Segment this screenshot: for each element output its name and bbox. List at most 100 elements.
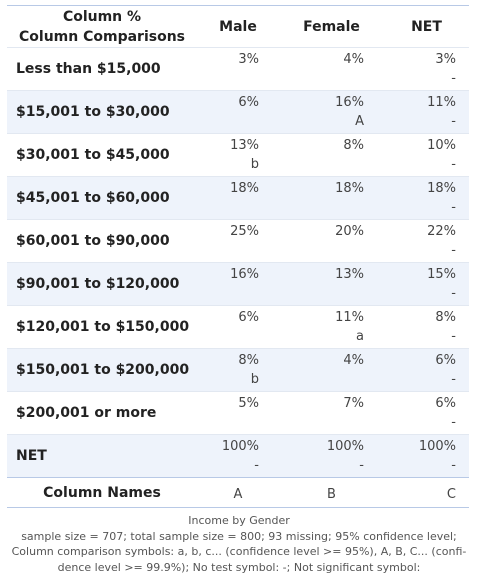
cell-value: 22%	[427, 224, 456, 239]
table-row: $150,001 to $200,000 8% b 4% 6% -	[7, 348, 469, 392]
crosstab-table: Column % Column Comparisons Male Female …	[7, 5, 469, 508]
cell-net: 6% -	[384, 349, 469, 392]
cell-net: 18% -	[384, 177, 469, 220]
significance-symbol: -	[451, 157, 456, 172]
significance-symbol: -	[451, 200, 456, 215]
cell-value: 6%	[238, 310, 259, 325]
cell-female: 11% a	[279, 306, 384, 349]
cell-value: 13%	[335, 267, 364, 282]
significance-symbol: -	[254, 458, 259, 473]
cell-value: 16%	[335, 95, 364, 110]
cell-female: 18%	[279, 177, 384, 220]
table-row: $15,001 to $30,000 6% 16% A 11% -	[7, 90, 469, 134]
cell-net: 22% -	[384, 220, 469, 263]
cell-value: 18%	[427, 181, 456, 196]
corner-header: Column % Column Comparisons	[7, 6, 197, 48]
cell-male: 16%	[197, 263, 279, 306]
significance-symbol: -	[451, 243, 456, 258]
significance-symbol: b	[250, 157, 259, 172]
cell-female: 100% -	[279, 435, 384, 478]
significance-symbol: b	[250, 372, 259, 387]
cell-value: 3%	[238, 52, 259, 67]
footer-line-3: dence level >= 99.9%); No test symbol: -…	[57, 560, 421, 574]
corner-line-2: Column Comparisons	[19, 28, 185, 45]
column-names-row: Column Names A B C	[7, 478, 469, 508]
cell-value: 100%	[326, 439, 364, 454]
cell-net: 10% -	[384, 134, 469, 177]
table-row: Less than $15,000 3% 4% 3% -	[7, 47, 469, 91]
significance-symbol: -	[451, 71, 456, 86]
column-letter-female: B	[327, 487, 336, 502]
cell-value: 6%	[435, 353, 456, 368]
cell-female: 7%	[279, 392, 384, 435]
cell-male: 3%	[197, 48, 279, 91]
cell-value: 8%	[238, 353, 259, 368]
cell-value: 25%	[230, 224, 259, 239]
table-row: $45,001 to $60,000 18% 18% 18% -	[7, 176, 469, 220]
cell-value: 3%	[435, 52, 456, 67]
footer-line-2: Column comparison symbols: a, b, c... (c…	[11, 545, 467, 558]
cell-value: 16%	[230, 267, 259, 282]
cell-female: 8%	[279, 134, 384, 177]
cell-female: 20%	[279, 220, 384, 263]
cell-male: 6%	[197, 306, 279, 349]
cell-male: 25%	[197, 220, 279, 263]
cell-net: 3% -	[384, 48, 469, 91]
cell-net: 100% -	[384, 435, 469, 478]
table-row: NET 100% - 100% - 100% -	[7, 434, 469, 478]
row-label: Less than $15,000	[16, 61, 161, 77]
cell-value: 4%	[343, 353, 364, 368]
cell-female: 16% A	[279, 91, 384, 134]
cell-value: 8%	[435, 310, 456, 325]
significance-symbol: a	[356, 329, 364, 344]
table-row: $90,001 to $120,000 16% 13% 15% -	[7, 262, 469, 306]
cell-value: 6%	[435, 396, 456, 411]
cell-value: 18%	[230, 181, 259, 196]
column-header-net: NET	[411, 18, 442, 35]
footer-line-1: sample size = 707; total sample size = 8…	[21, 529, 457, 543]
cell-male: 18%	[197, 177, 279, 220]
cell-value: 10%	[427, 138, 456, 153]
row-label: $200,001 or more	[16, 405, 157, 421]
header-row: Column % Column Comparisons Male Female …	[7, 6, 469, 48]
table-row: $200,001 or more 5% 7% 6% -	[7, 391, 469, 435]
cell-male: 13% b	[197, 134, 279, 177]
significance-symbol: -	[451, 415, 456, 430]
significance-symbol: -	[451, 329, 456, 344]
cell-male: 6%	[197, 91, 279, 134]
table-row: $30,001 to $45,000 13% b 8% 10% -	[7, 133, 469, 177]
cell-value: 20%	[335, 224, 364, 239]
table-row: $60,001 to $90,000 25% 20% 22% -	[7, 219, 469, 263]
cell-female: 13%	[279, 263, 384, 306]
significance-symbol: -	[359, 458, 364, 473]
cell-value: 11%	[427, 95, 456, 110]
significance-symbol: -	[451, 114, 456, 129]
table-footer: Income by Gender sample size = 707; tota…	[4, 513, 474, 575]
row-label: $45,001 to $60,000	[16, 190, 170, 206]
cell-value: 13%	[230, 138, 259, 153]
cell-male: 5%	[197, 392, 279, 435]
row-label: $30,001 to $45,000	[16, 147, 170, 163]
cell-female: 4%	[279, 349, 384, 392]
cell-value: 100%	[221, 439, 259, 454]
significance-symbol: A	[355, 114, 364, 129]
column-letter-male: A	[233, 487, 243, 502]
cell-value: 6%	[238, 95, 259, 110]
cell-value: 100%	[418, 439, 456, 454]
cell-value: 18%	[335, 181, 364, 196]
row-label: $120,001 to $150,000	[16, 319, 190, 335]
cell-net: 8% -	[384, 306, 469, 349]
cell-male: 8% b	[197, 349, 279, 392]
column-letter-net: C	[446, 487, 456, 502]
cell-net: 6% -	[384, 392, 469, 435]
cell-net: 15% -	[384, 263, 469, 306]
cell-value: 4%	[343, 52, 364, 67]
row-label: $15,001 to $30,000	[16, 104, 170, 120]
significance-symbol: -	[451, 458, 456, 473]
row-label: $150,001 to $200,000	[16, 362, 190, 378]
corner-line-1: Column %	[62, 8, 142, 25]
cell-value: 5%	[238, 396, 259, 411]
significance-symbol: -	[451, 372, 456, 387]
footer-title: Income by Gender	[188, 514, 290, 527]
row-label: NET	[16, 448, 47, 464]
